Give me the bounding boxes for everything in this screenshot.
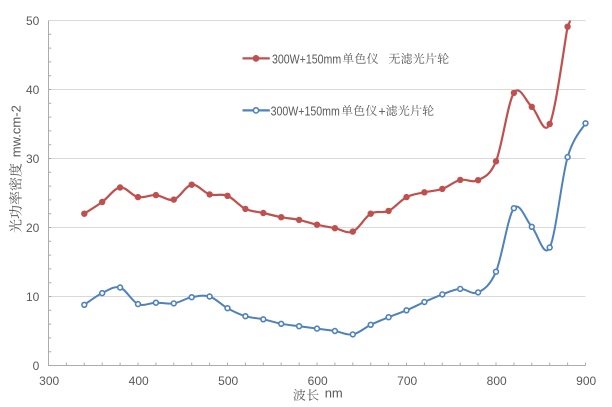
svg-text:300W+150mm: 300W+150mm <box>271 104 340 119</box>
svg-text:10: 10 <box>26 290 40 304</box>
svg-text:40: 40 <box>26 83 40 97</box>
svg-text:30: 30 <box>26 152 40 166</box>
svg-text:400: 400 <box>129 374 149 388</box>
svg-text:500: 500 <box>218 374 238 388</box>
svg-text:nm: nm <box>325 386 343 401</box>
svg-text:20: 20 <box>26 221 40 235</box>
svg-text:300W+150mm: 300W+150mm <box>272 52 341 67</box>
svg-text:+: + <box>378 105 385 119</box>
svg-text:700: 700 <box>397 374 417 388</box>
svg-text:mw.cm-2: mw.cm-2 <box>9 105 24 157</box>
svg-text:0: 0 <box>33 359 40 373</box>
svg-text:900: 900 <box>576 374 596 388</box>
svg-text:800: 800 <box>487 374 507 388</box>
svg-text:50: 50 <box>26 14 40 28</box>
svg-text:600: 600 <box>308 374 328 388</box>
svg-text:300: 300 <box>39 374 59 388</box>
